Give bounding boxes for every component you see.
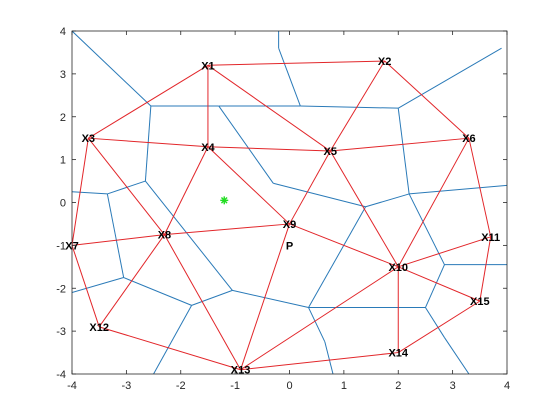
y-tick-label: 1: [60, 155, 66, 167]
point-label: X4: [201, 142, 215, 154]
voronoi-edge: [145, 180, 233, 291]
y-tick-label: 3: [60, 69, 66, 81]
voronoi-ray: [409, 184, 507, 195]
delaunay-edge: [468, 138, 492, 237]
voronoi-edge: [218, 105, 274, 184]
x-tick-label: -4: [67, 380, 77, 392]
voronoi-ray: [153, 305, 193, 374]
delaunay-edge: [207, 146, 331, 152]
delaunay-edge: [289, 223, 399, 268]
x-tick-label: 1: [341, 380, 347, 392]
voronoi-ray: [72, 31, 152, 107]
voronoi-ray: [72, 277, 124, 294]
delaunay-edge: [398, 236, 491, 268]
delaunay-edge: [479, 236, 492, 302]
x-tick-label: -2: [176, 380, 186, 392]
voronoi-edge: [408, 193, 445, 265]
x-tick-label: 0: [286, 380, 292, 392]
delaunay-edge: [330, 137, 469, 152]
point-label: X10: [388, 262, 408, 274]
delaunay-edge: [164, 234, 241, 370]
delaunay-edge: [87, 137, 165, 235]
voronoi-edge: [123, 277, 192, 306]
delaunay-edge: [289, 150, 331, 225]
delaunay-edge: [397, 137, 470, 268]
delaunay-edge: [88, 137, 208, 148]
point-label: X1: [201, 60, 214, 72]
delaunay-edge: [240, 352, 399, 371]
delaunay-edge: [72, 138, 89, 246]
voronoi-edge: [308, 206, 367, 308]
delaunay-edge: [329, 60, 386, 152]
y-tick-label: 0: [60, 198, 66, 210]
delaunay-edge: [329, 150, 399, 268]
y-tick-label: -2: [56, 283, 66, 295]
voronoi-edge: [273, 182, 366, 208]
voronoi-edge: [144, 105, 152, 182]
delaunay-edge: [99, 326, 241, 371]
axes-layer: -4 -3 -2 -1 0 1 2 3 4 -4 -3 -2 -1 0 1 2 3 4: [56, 26, 510, 392]
point-label: X9: [283, 219, 296, 231]
delaunay-edge: [240, 266, 399, 371]
delaunay-edge: [384, 60, 470, 139]
y-tick-label: 4: [60, 26, 66, 38]
delaunay-layer: [72, 60, 492, 371]
voronoi-ray: [72, 191, 108, 195]
point-label: X3: [82, 133, 95, 145]
point-label: X8: [158, 230, 171, 242]
y-tick-label: -4: [56, 369, 66, 381]
x-tick-label: 2: [395, 380, 401, 392]
voronoi-edge: [278, 47, 301, 107]
voronoi-edge: [365, 193, 410, 208]
voronoi-edge: [424, 264, 445, 308]
delaunay-edge: [398, 266, 481, 302]
x-tick-label: -3: [121, 380, 131, 392]
delaunay-edge: [240, 223, 290, 370]
y-tick-label: 2: [60, 112, 66, 124]
delaunay-edge: [72, 245, 100, 327]
point-label: X5: [324, 146, 337, 158]
delaunay-edge: [163, 146, 209, 235]
point-label: X13: [231, 365, 251, 377]
voronoi-edge: [425, 307, 445, 338]
delaunay-edge: [164, 223, 290, 236]
query-point-marker: [220, 196, 229, 205]
point-label: X14: [388, 348, 408, 360]
y-tick-label: -1: [56, 240, 66, 252]
x-tick-label: 3: [450, 380, 456, 392]
voronoi-edge: [397, 108, 410, 194]
voronoi-edge: [106, 193, 125, 278]
voronoi-edge: [107, 180, 146, 195]
point-label: X15: [470, 296, 490, 308]
point-label: X2: [378, 56, 391, 68]
delaunay-edge: [98, 234, 165, 328]
y-tick-label: -3: [56, 326, 66, 338]
delaunay-edge: [207, 60, 385, 66]
delaunay-edge: [72, 234, 165, 246]
x-tick-label: -1: [230, 380, 240, 392]
point-label: X11: [481, 232, 500, 244]
point-label: X6: [462, 133, 475, 145]
delaunay-edge: [207, 146, 290, 225]
delaunay-edge: [88, 64, 209, 139]
point-label: X12: [89, 322, 109, 334]
voronoi-ray: [324, 341, 334, 374]
delaunay-edge: [207, 64, 331, 152]
voronoi-edge: [300, 105, 399, 109]
voronoi-ray: [444, 337, 470, 374]
voronoi-edge: [308, 307, 326, 343]
voronoi-ray: [397, 47, 502, 109]
x-tick-label: 4: [504, 380, 510, 392]
voronoi-edge: [191, 289, 233, 306]
voronoi-edge: [232, 289, 309, 309]
point-label: P: [286, 240, 293, 252]
delaunay-edge: [397, 300, 481, 353]
